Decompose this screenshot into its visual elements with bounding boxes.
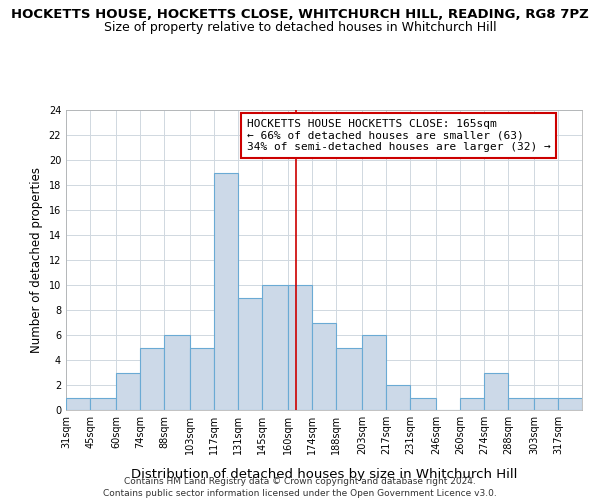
Bar: [534, 398, 557, 410]
Bar: [508, 398, 533, 410]
Bar: [190, 348, 214, 410]
Bar: [484, 372, 508, 410]
Bar: [116, 372, 140, 410]
X-axis label: Distribution of detached houses by size in Whitchurch Hill: Distribution of detached houses by size …: [131, 468, 517, 481]
Bar: [214, 172, 238, 410]
Text: HOCKETTS HOUSE, HOCKETTS CLOSE, WHITCHURCH HILL, READING, RG8 7PZ: HOCKETTS HOUSE, HOCKETTS CLOSE, WHITCHUR…: [11, 8, 589, 20]
Bar: [164, 335, 190, 410]
Bar: [460, 398, 484, 410]
Bar: [238, 298, 262, 410]
Bar: [386, 385, 410, 410]
Bar: [336, 348, 362, 410]
Bar: [288, 285, 312, 410]
Bar: [558, 398, 582, 410]
Bar: [91, 398, 116, 410]
Text: Size of property relative to detached houses in Whitchurch Hill: Size of property relative to detached ho…: [104, 21, 496, 34]
Y-axis label: Number of detached properties: Number of detached properties: [30, 167, 43, 353]
Bar: [312, 322, 336, 410]
Bar: [362, 335, 386, 410]
Bar: [410, 398, 436, 410]
Text: HOCKETTS HOUSE HOCKETTS CLOSE: 165sqm
← 66% of detached houses are smaller (63)
: HOCKETTS HOUSE HOCKETTS CLOSE: 165sqm ← …: [247, 119, 550, 152]
Text: Contains HM Land Registry data © Crown copyright and database right 2024.
Contai: Contains HM Land Registry data © Crown c…: [103, 476, 497, 498]
Bar: [66, 398, 90, 410]
Bar: [140, 348, 164, 410]
Bar: [262, 285, 287, 410]
